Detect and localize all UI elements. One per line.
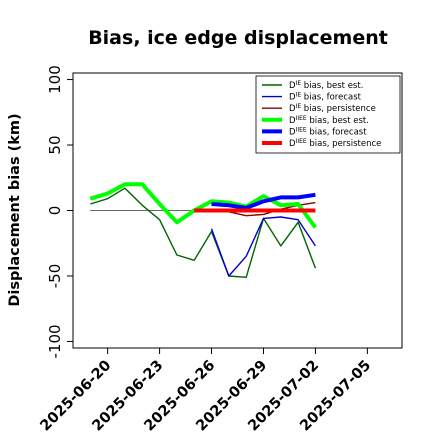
series-line <box>90 187 317 278</box>
legend-entry-label: DIIEE bias, forecast <box>289 126 367 137</box>
series-line <box>210 216 316 277</box>
series-line <box>89 182 318 229</box>
series-line <box>211 192 316 210</box>
legend: DIE bias, best est.DIE bias, forecastDIE… <box>255 75 401 154</box>
legend-box <box>255 75 401 154</box>
y-tick-label: 50 <box>46 135 64 154</box>
y-axis-label: Displacement bias (km) <box>7 113 23 306</box>
y-tick-label: -50 <box>46 264 64 289</box>
chart-title: Bias, ice edge displacement <box>88 27 388 49</box>
y-tick-label: -100 <box>46 324 64 358</box>
legend-entry-label: DIIEE bias, best est. <box>289 115 369 126</box>
legend-entry-label: DIIEE bias, persistence <box>289 138 381 149</box>
legend-entry-label: DIE bias, persistence <box>289 103 376 114</box>
legend-entry-label: DIE bias, best est. <box>289 80 363 91</box>
y-tick-label: 100 <box>46 65 64 94</box>
legend-entry-label: DIE bias, forecast <box>289 92 362 103</box>
y-tick-label: 0 <box>46 206 64 216</box>
